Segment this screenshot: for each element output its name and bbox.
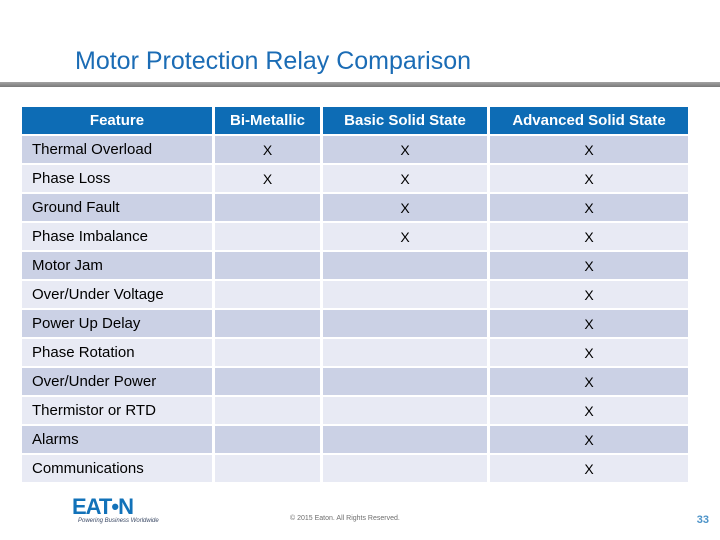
feature-cell: Motor Jam	[22, 252, 212, 279]
mark-cell: X	[490, 426, 688, 453]
slide-title: Motor Protection Relay Comparison	[75, 47, 471, 75]
mark-cell: X	[490, 339, 688, 366]
feature-cell: Phase Loss	[22, 165, 212, 192]
mark-cell	[215, 426, 320, 453]
mark-cell: X	[215, 165, 320, 192]
mark-cell: X	[490, 223, 688, 250]
mark-cell	[323, 281, 487, 308]
comparison-table: Feature Bi-Metallic Basic Solid State Advan…	[22, 107, 688, 482]
header-cell-3: Advanced Solid State	[490, 107, 688, 134]
eaton-logo-wordmark: EAT•N	[72, 494, 134, 519]
mark-cell	[215, 252, 320, 279]
feature-cell: Phase Rotation	[22, 339, 212, 366]
title-divider	[0, 82, 720, 87]
mark-cell: X	[323, 136, 487, 163]
mark-cell	[323, 252, 487, 279]
mark-cell: X	[490, 165, 688, 192]
mark-cell	[215, 310, 320, 337]
mark-cell	[215, 455, 320, 482]
mark-cell	[323, 368, 487, 395]
eaton-logo-tagline: Powering Business Worldwide	[78, 518, 159, 524]
mark-cell	[215, 397, 320, 424]
header-cell-1: Bi-Metallic	[215, 107, 320, 134]
header-cell-0: Feature	[22, 107, 212, 134]
mark-cell: X	[323, 223, 487, 250]
mark-cell	[323, 339, 487, 366]
mark-cell	[323, 426, 487, 453]
page-number: 33	[696, 514, 709, 526]
mark-cell: X	[490, 194, 688, 221]
mark-cell	[215, 339, 320, 366]
mark-cell: X	[490, 136, 688, 163]
feature-cell: Thermal Overload	[22, 136, 212, 163]
eaton-logo: EAT•N Powering Business Worldwide	[72, 494, 182, 525]
mark-cell: X	[490, 281, 688, 308]
feature-cell: Thermistor or RTD	[22, 397, 212, 424]
mark-cell: X	[490, 310, 688, 337]
mark-cell	[323, 397, 487, 424]
mark-cell: X	[490, 397, 688, 424]
feature-cell: Power Up Delay	[22, 310, 212, 337]
feature-cell: Phase Imbalance	[22, 223, 212, 250]
copyright-text: © 2015 Eaton. All Rights Reserved.	[290, 515, 400, 522]
mark-cell	[323, 310, 487, 337]
mark-cell: X	[490, 252, 688, 279]
header-cell-2: Basic Solid State	[323, 107, 487, 134]
feature-cell: Over/Under Power	[22, 368, 212, 395]
feature-cell: Communications	[22, 455, 212, 482]
mark-cell: X	[323, 165, 487, 192]
mark-cell: X	[490, 368, 688, 395]
feature-cell: Ground Fault	[22, 194, 212, 221]
mark-cell: X	[490, 455, 688, 482]
mark-cell	[215, 281, 320, 308]
mark-cell	[215, 223, 320, 250]
mark-cell	[323, 455, 487, 482]
mark-cell: X	[323, 194, 487, 221]
feature-cell: Alarms	[22, 426, 212, 453]
mark-cell	[215, 194, 320, 221]
mark-cell: X	[215, 136, 320, 163]
mark-cell	[215, 368, 320, 395]
feature-cell: Over/Under Voltage	[22, 281, 212, 308]
